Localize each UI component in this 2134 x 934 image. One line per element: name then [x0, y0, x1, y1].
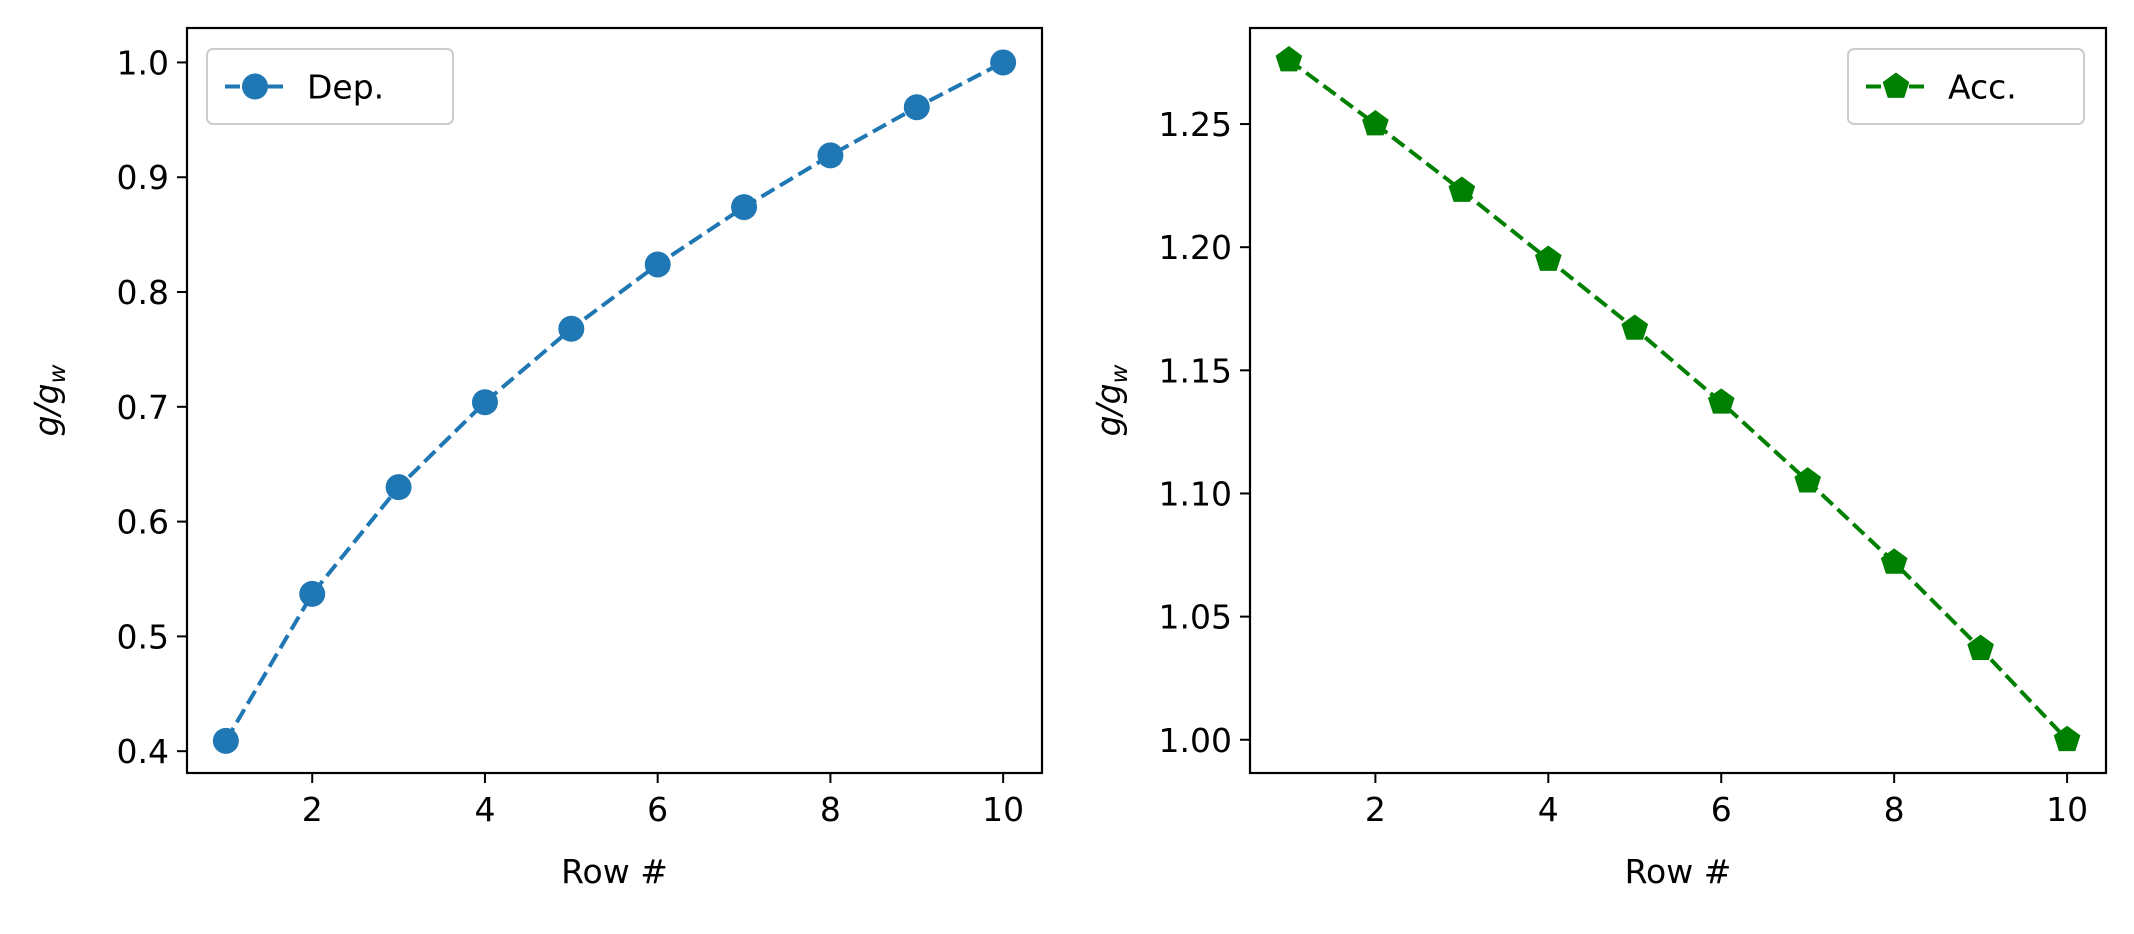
chart0-data-point	[644, 251, 671, 278]
chart1-legend-label: Acc.	[1948, 68, 2017, 107]
chart1-data-point	[1534, 245, 1562, 271]
chart1-y-tick-label: 1.25	[1159, 105, 1232, 144]
left-chart-panel: 2 4 6 8 10 0.4 0.5 0.6 0.7 0.8 0.9 1.0 Row # g/gw Dep.	[27, 26, 1044, 891]
chart1-data-point	[1275, 46, 1303, 72]
chart1-y-axis-label-subscript: w	[1107, 364, 1133, 383]
chart0-data-point	[731, 194, 758, 221]
chart0-data-point	[817, 142, 844, 169]
chart1-y-tick-label: 1.15	[1159, 351, 1232, 390]
chart1-x-axis-label: Row #	[1625, 852, 1732, 891]
chart1-y-tick-label: 1.10	[1159, 474, 1232, 513]
chart1-legend: Acc.	[1847, 48, 2085, 125]
chart1-y-tick-label: 1.05	[1159, 598, 1232, 637]
chart0-y-tick-label: 0.9	[117, 158, 169, 197]
chart0-x-axis-label: Row #	[561, 852, 668, 891]
right-chart-panel: 2 4 6 8 10 1.00 1.05 1.10 1.15 1.20 1.25 Row # g/gw A…	[1089, 26, 2108, 891]
chart1-y-tick-label: 1.20	[1159, 228, 1232, 267]
chart0-y-axis-label-subscript: w	[45, 364, 71, 383]
chart1-y-tick-label: 1.00	[1159, 721, 1232, 760]
chart1-y-axis-label: g/gw	[1089, 364, 1133, 436]
chart0-data-point	[558, 315, 585, 342]
chart0-y-tick-label: 0.5	[117, 617, 169, 656]
chart0-legend: Dep.	[206, 48, 454, 125]
chart1-data-point	[1794, 467, 1822, 493]
chart0-data-point	[903, 94, 930, 121]
chart0-y-tick-label: 0.6	[117, 503, 169, 542]
chart1-x-tick-label: 6	[1711, 790, 1732, 829]
chart0-data-point	[212, 727, 239, 754]
chart0-data-point	[385, 474, 412, 501]
chart1-x-tick-label: 2	[1365, 790, 1386, 829]
chart0-data-point	[471, 389, 498, 416]
chart1-data-point	[2053, 725, 2081, 752]
chart0-legend-marker	[242, 73, 268, 100]
chart1-x-tick-label: 8	[1884, 790, 1905, 829]
chart1-legend-box	[1847, 48, 2085, 125]
chart0-x-tick-label: 10	[982, 790, 1024, 829]
chart0-legend-box	[206, 48, 454, 125]
chart1-x-tick-label: 4	[1538, 790, 1559, 829]
chart0-y-tick-label: 1.0	[117, 43, 169, 82]
chart0-axes-frame	[185, 26, 1044, 775]
chart1-legend-marker	[1882, 72, 1910, 98]
chart1-data-point	[1967, 634, 1994, 660]
chart0-x-tick-label: 4	[474, 790, 495, 829]
chart1-x-tick-label: 10	[2046, 790, 2088, 829]
chart1-data-point	[1362, 110, 1389, 136]
chart0-data-point	[299, 580, 326, 607]
chart0-y-axis-label: g/gw	[27, 364, 71, 436]
chart0-x-tick-label: 2	[302, 790, 323, 829]
chart0-legend-label: Dep.	[307, 68, 384, 107]
chart0-x-tick-label: 8	[820, 790, 841, 829]
chart1-data-point	[1707, 388, 1735, 414]
chart0-y-tick-label: 0.8	[117, 273, 169, 312]
chart1-axes-frame	[1248, 26, 2108, 775]
chart0-y-tick-label: 0.7	[117, 388, 169, 427]
chart1-data-point	[1880, 548, 1908, 574]
chart0-series-line	[224, 60, 1005, 742]
chart1-series-line	[1287, 58, 2069, 742]
chart0-data-point	[990, 49, 1017, 76]
chart1-data-point	[1448, 176, 1476, 202]
chart0-x-tick-label: 6	[647, 790, 668, 829]
chart1-data-point	[1621, 314, 1649, 340]
chart0-y-tick-label: 0.4	[117, 732, 169, 771]
